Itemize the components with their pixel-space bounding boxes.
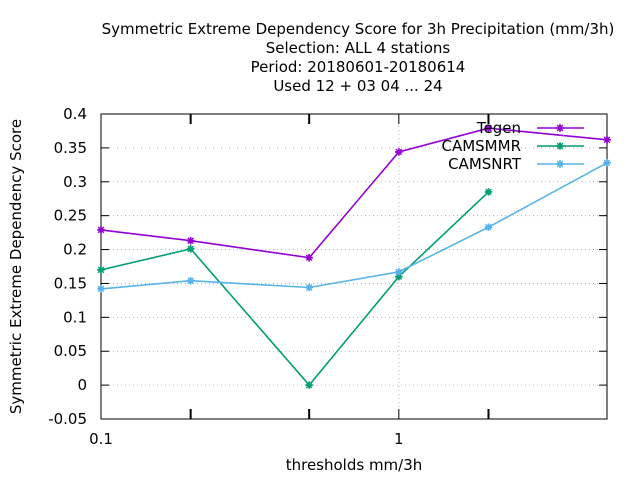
series-line — [100, 191, 490, 387]
series-line — [100, 162, 608, 290]
data-point — [97, 266, 105, 274]
data-point — [484, 124, 493, 133]
data-point — [186, 245, 195, 253]
series-camsmmr — [97, 188, 493, 389]
series-camsnrt — [97, 159, 611, 293]
data-point — [395, 268, 403, 276]
series — [97, 124, 611, 389]
axis-ticks — [100, 113, 607, 420]
y-tick-label: 0.3 — [63, 173, 87, 191]
y-tick-label: 0.05 — [54, 342, 87, 360]
y-tick-label: 0.2 — [63, 241, 87, 259]
data-point — [186, 276, 195, 285]
legend-entry: CAMSMMR — [441, 137, 584, 155]
data-point — [603, 159, 611, 167]
y-tick-label: -0.05 — [48, 410, 87, 428]
data-point — [484, 188, 493, 196]
legend-marker — [556, 160, 564, 168]
y-tick-label: 0 — [77, 376, 87, 394]
data-point — [97, 285, 105, 293]
series-tegen — [97, 124, 611, 262]
y-tick-label: 0.15 — [54, 274, 87, 292]
y-tick-label: 0.25 — [54, 207, 87, 225]
title-line: Selection: ALL 4 stations — [266, 39, 451, 57]
legend-label: CAMSMMR — [441, 137, 521, 155]
series-line — [100, 127, 608, 259]
grid — [100, 113, 607, 420]
x-tick-label: 1 — [394, 430, 404, 448]
title-line: Symmetric Extreme Dependency Score for 3… — [102, 20, 615, 38]
legend-label: Tegen — [476, 119, 521, 137]
data-point — [97, 226, 105, 234]
legend-label: CAMSNRT — [448, 155, 522, 173]
plot-frame — [100, 113, 608, 420]
x-tick-label: 0.1 — [89, 430, 113, 448]
legend-marker — [556, 124, 564, 132]
y-tick-labels: -0.05 0 0.05 0.1 0.15 0.2 0.25 0.3 0.35 0.4 — [48, 105, 87, 428]
data-point — [603, 135, 611, 144]
x-axis-label: thresholds mm/3h — [286, 456, 423, 474]
data-point — [305, 253, 313, 262]
chart-title: Symmetric Extreme Dependency Score for 3… — [102, 20, 615, 95]
legend-entry: Tegen — [476, 119, 584, 137]
data-point — [395, 148, 403, 156]
data-point — [305, 381, 313, 389]
title-line: Used 12 + 03 04 ... 24 — [273, 77, 442, 95]
data-point — [186, 236, 195, 245]
title-line: Period: 20180601-20180614 — [251, 58, 466, 76]
legend-entry: CAMSNRT — [448, 155, 584, 173]
x-tick-labels: 0.1 1 — [89, 430, 404, 448]
data-point — [305, 283, 313, 292]
legend-marker — [556, 142, 564, 150]
y-tick-label: 0.1 — [63, 308, 87, 326]
y-tick-label: 0.35 — [54, 139, 87, 157]
data-point — [484, 223, 493, 231]
y-axis-label: Symmetric Extreme Dependency Score — [7, 119, 25, 414]
y-tick-label: 0.4 — [63, 105, 87, 123]
